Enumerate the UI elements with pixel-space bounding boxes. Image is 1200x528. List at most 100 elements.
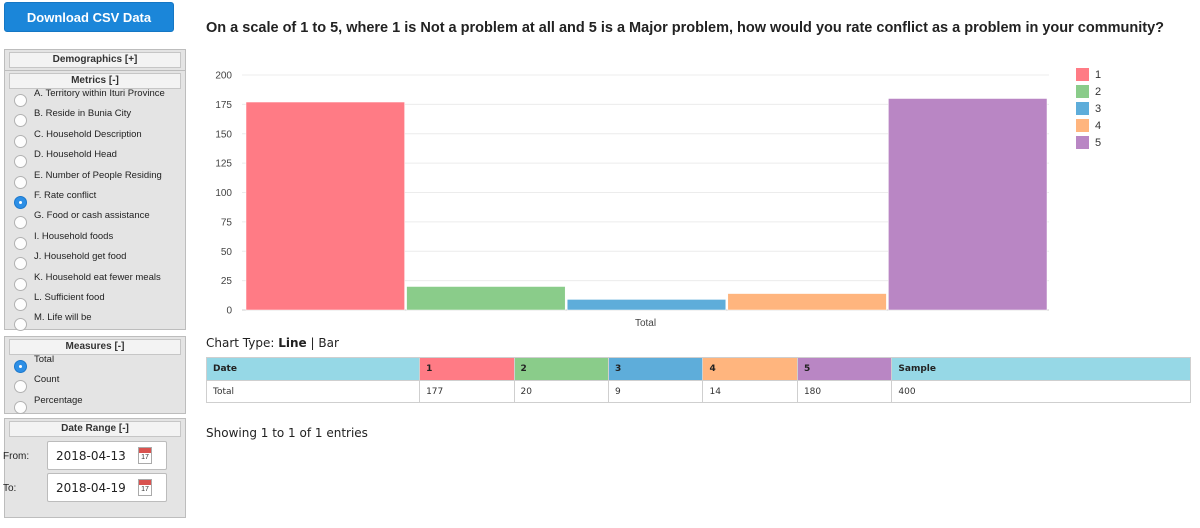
- table-body: Total 177 20 9 14 180 400: [205, 380, 1191, 403]
- date-to-field[interactable]: 2018-04-19 17: [47, 473, 167, 502]
- table-header-cell[interactable]: 3: [608, 357, 704, 381]
- metric-option[interactable]: B. Reside in Bunia City: [5, 107, 185, 128]
- metric-option[interactable]: M. Life will be: [5, 311, 185, 332]
- metric-option-label: G. Food or cash assistance: [34, 210, 150, 222]
- metric-option[interactable]: A. Territory within Ituri Province: [5, 87, 185, 107]
- demographics-toggle[interactable]: Demographics [+]: [9, 52, 181, 68]
- metric-option-label: B. Reside in Bunia City: [34, 108, 132, 120]
- radio-button[interactable]: [14, 318, 27, 332]
- legend-swatch-5: [1076, 136, 1089, 149]
- y-tick-label: 0: [226, 306, 232, 317]
- radio-button[interactable]: [14, 94, 27, 107]
- bar-series-1: [245, 101, 405, 311]
- chart-type-line[interactable]: Line: [278, 336, 307, 350]
- bar-chart: 0 25 50 75 100 125 150 175 200 Total 1 2 3 4 5: [215, 68, 1101, 329]
- metric-option-label: C. Household Description: [34, 128, 142, 140]
- metric-option-label: J. Household get food: [34, 251, 127, 263]
- measure-option[interactable]: Total: [5, 353, 185, 373]
- metric-option[interactable]: J. Household get food: [5, 250, 185, 271]
- radio-button[interactable]: [14, 114, 27, 128]
- table-header-cell[interactable]: 2: [513, 357, 610, 381]
- metric-option[interactable]: G. Food or cash assistance: [5, 209, 185, 230]
- measure-option-label: Count: [34, 374, 60, 386]
- date-from-row: From: 2018-04-13 17: [3, 440, 185, 472]
- radio-button[interactable]: [14, 155, 27, 169]
- measures-panel: Measures [-] Total Count Percentage: [4, 336, 186, 414]
- table-cell: 9: [608, 380, 704, 403]
- bar-series-4: [727, 293, 887, 311]
- table-header-cell[interactable]: Sample: [891, 357, 1191, 381]
- metric-option[interactable]: K. Household eat fewer meals: [5, 271, 185, 291]
- metric-option[interactable]: C. Household Description: [5, 128, 185, 148]
- table-cell: 14: [702, 380, 798, 403]
- sidebar: Download CSV Data Demographics [+] Metri…: [0, 0, 190, 528]
- legend-swatch-2: [1076, 85, 1089, 98]
- radio-button[interactable]: [14, 236, 27, 250]
- y-tick-label: 25: [221, 276, 233, 287]
- table-header-cell[interactable]: Date: [205, 357, 421, 381]
- legend-label: 2: [1095, 86, 1101, 98]
- radio-button[interactable]: [14, 360, 27, 373]
- measures-list: Total Count Percentage: [5, 353, 185, 414]
- table-cell: 177: [419, 380, 515, 403]
- metric-option-label: I. Household foods: [34, 230, 114, 242]
- radio-button[interactable]: [14, 216, 27, 230]
- metrics-toggle[interactable]: Metrics [-]: [9, 73, 181, 89]
- question-title: On a scale of 1 to 5, where 1 is Not a p…: [206, 20, 1165, 36]
- metric-option[interactable]: F. Rate conflict: [5, 189, 185, 209]
- measure-option[interactable]: Count: [5, 373, 185, 394]
- radio-button[interactable]: [14, 257, 27, 271]
- legend-label: 1: [1095, 69, 1101, 81]
- metrics-panel: Metrics [-] A. Territory within Ituri Pr…: [4, 70, 186, 332]
- legend-label: 5: [1095, 137, 1101, 149]
- calendar-icon[interactable]: 17: [138, 479, 152, 496]
- date-range-panel: Date Range [-] From: 2018-04-13 17 To: 2…: [3, 418, 186, 518]
- metric-option-label: L. Sufficient food: [34, 291, 105, 303]
- x-tick-label: Total: [635, 318, 656, 329]
- radio-button[interactable]: [14, 400, 27, 414]
- table-header-cell[interactable]: 4: [702, 357, 798, 381]
- table-cell: Total: [205, 380, 421, 403]
- radio-button[interactable]: [14, 134, 27, 148]
- bar-series-5: [888, 98, 1048, 311]
- metric-option[interactable]: E. Number of People Residing: [5, 169, 185, 189]
- date-from-field[interactable]: 2018-04-13 17: [47, 441, 167, 470]
- radio-button[interactable]: [14, 380, 27, 394]
- radio-button[interactable]: [14, 277, 27, 291]
- measure-option-label: Percentage: [34, 394, 83, 406]
- date-range-toggle[interactable]: Date Range [-]: [9, 421, 181, 437]
- bar-series-3: [566, 299, 727, 311]
- y-tick-label: 75: [221, 217, 233, 228]
- y-tick-label: 50: [221, 247, 233, 258]
- download-csv-button[interactable]: Download CSV Data: [4, 2, 174, 32]
- metric-option[interactable]: I. Household foods: [5, 230, 185, 250]
- metric-option-label: F. Rate conflict: [34, 189, 97, 201]
- measures-toggle[interactable]: Measures [-]: [9, 339, 181, 355]
- chart-type-bar[interactable]: Bar: [318, 336, 339, 350]
- metrics-list: A. Territory within Ituri Province B. Res…: [5, 87, 185, 332]
- main-content: On a scale of 1 to 5, where 1 is Not a p…: [205, 0, 1196, 528]
- table-header-row: Date 1 2 3 4 5 Sample: [205, 357, 1191, 381]
- chart-type-switch: Chart Type: Line | Bar: [206, 336, 339, 350]
- table-header-cell[interactable]: 5: [796, 357, 893, 381]
- table-header-cell[interactable]: 1: [419, 357, 515, 381]
- metric-option-label: M. Life will be: [34, 312, 92, 324]
- legend-label: 3: [1095, 103, 1101, 115]
- y-tick-label: 100: [215, 188, 232, 199]
- calendar-icon[interactable]: 17: [138, 447, 152, 464]
- date-to-row: To: 2018-04-19 17: [3, 472, 185, 504]
- date-to-label: To:: [3, 483, 17, 494]
- radio-button[interactable]: [14, 297, 27, 311]
- y-tick-label: 200: [215, 71, 232, 82]
- measure-option[interactable]: Percentage: [5, 394, 185, 414]
- table-cell: 180: [796, 380, 893, 403]
- metric-option[interactable]: D. Household Head: [5, 148, 185, 169]
- demographics-panel: Demographics [+]: [4, 49, 186, 71]
- date-to-value: 2018-04-19: [56, 481, 126, 495]
- radio-button[interactable]: [14, 175, 27, 189]
- radio-button[interactable]: [14, 195, 27, 209]
- metric-option-label: D. Household Head: [34, 149, 117, 161]
- metric-option[interactable]: L. Sufficient food: [5, 291, 185, 311]
- metric-option-label: E. Number of People Residing: [34, 169, 162, 181]
- measure-option-label: Total: [34, 354, 55, 365]
